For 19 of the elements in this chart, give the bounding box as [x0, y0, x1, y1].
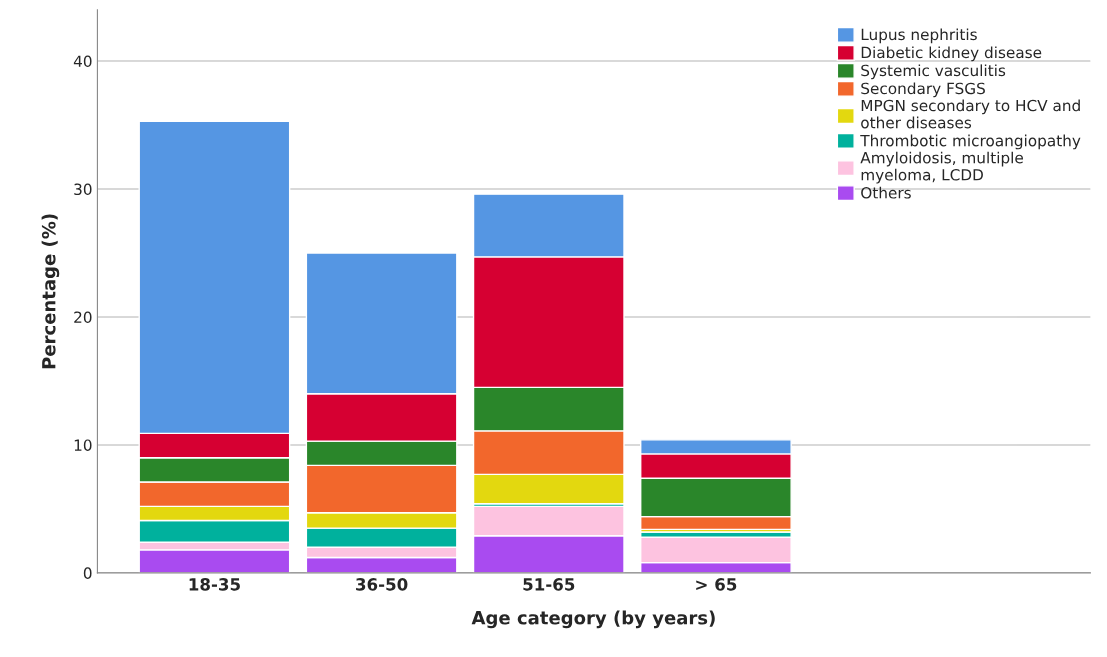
x-axis-title: Age category (by years) [471, 610, 715, 629]
y-axis-title: Percentage (%) [41, 214, 60, 369]
legend-label: Amyloidosis, multiple myeloma, LCDD [860, 151, 1023, 184]
y-tick-label: 0 [83, 567, 92, 579]
legend-label: Thrombotic microangiopathy [860, 134, 1081, 150]
y-tick-label: 30 [74, 183, 92, 196]
x-tick-label: 51-65 [523, 578, 575, 591]
x-tick-label: 36-50 [356, 578, 408, 591]
x-tick-label: 18-35 [189, 578, 240, 591]
x-tick-label: > 65 [696, 578, 737, 591]
legend-label: Lupus nephritis [861, 28, 977, 44]
legend-label: Systemic vasculitis [861, 64, 1006, 80]
legend-label: MPGN secondary to HCV and other diseases [861, 99, 1080, 129]
legend-label: Diabetic kidney disease [861, 46, 1042, 62]
legend-label: Others [861, 186, 911, 199]
y-tick-label: 10 [74, 439, 92, 451]
y-tick-label: 40 [73, 55, 92, 68]
legend-label: Secondary FSGS [861, 82, 985, 98]
y-tick-label: 20 [74, 311, 92, 323]
